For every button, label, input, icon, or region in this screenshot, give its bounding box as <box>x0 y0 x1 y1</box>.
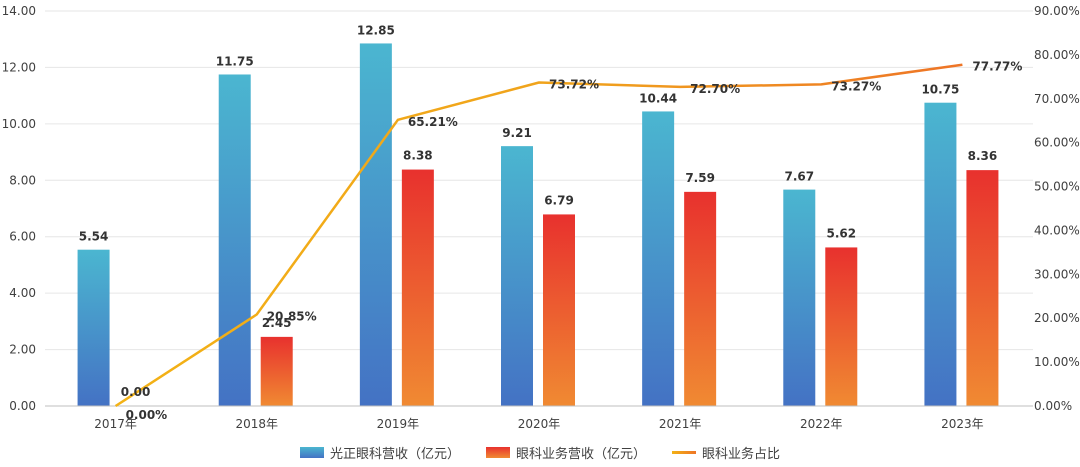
legend-label-total-revenue: 光正眼科营收（亿元） <box>329 447 460 462</box>
y-left-tick-label: 12.00 <box>2 60 36 74</box>
x-axis: 2017年 2018年 2019年 2020年 2021年 2022年 2023年 <box>45 405 1033 431</box>
y-left-tick-label: 4.00 <box>9 286 36 300</box>
x-tick-label: 2023年 <box>941 417 984 431</box>
data-label-total-revenue: 9.21 <box>502 126 532 140</box>
legend-swatch-line <box>672 451 696 454</box>
data-label-ratio: 73.72% <box>549 77 599 91</box>
legend-swatch-red <box>485 447 510 458</box>
y-axis-right: 0.00% 10.00% 20.00% 30.00% 40.00% 50.00% 60.00… <box>1034 4 1080 413</box>
ratio-line <box>114 63 963 408</box>
x-tick-label: 2022年 <box>800 417 843 431</box>
legend-item-eye-revenue: 眼科业务营收（亿元） <box>485 443 646 462</box>
legend-item-eye-ratio: 眼科业务占比 <box>672 443 780 462</box>
x-tick-label: 2017年 <box>94 417 137 431</box>
y-right-tick-label: 70.00% <box>1034 92 1080 106</box>
bar-total-revenue <box>642 111 675 406</box>
y-left-tick-label: 10.00 <box>2 117 36 131</box>
data-label-eye-revenue: 6.79 <box>544 193 574 207</box>
y-axis-left: 0.00 2.00 4.00 6.00 8.00 10.00 12.00 14.00 <box>2 4 36 413</box>
y-right-tick-label: 50.00% <box>1034 180 1080 194</box>
data-label-ratio: 72.70% <box>690 82 740 96</box>
legend-item-total-revenue: 光正眼科营收（亿元） <box>299 443 460 462</box>
legend-swatch-blue <box>299 447 324 458</box>
legend-label-eye-ratio: 眼科业务占比 <box>702 447 781 462</box>
bar-total-revenue <box>501 146 533 406</box>
bar-total-revenue <box>359 43 392 406</box>
bars <box>77 43 999 407</box>
y-right-tick-label: 0.00% <box>1034 399 1072 413</box>
data-labels: 5.54 0.00 11.75 2.45 12.85 8.38 9.21 6.79 10.44 7… <box>79 23 1023 422</box>
y-right-tick-label: 40.00% <box>1034 223 1080 237</box>
y-left-tick-label: 2.00 <box>9 343 36 357</box>
bar-total-revenue <box>218 74 251 406</box>
bar-eye-revenue <box>260 336 293 406</box>
data-label-ratio: 77.77% <box>972 60 1022 74</box>
x-tick-label: 2021年 <box>659 417 702 431</box>
gridlines <box>45 10 1033 351</box>
bar-total-revenue <box>783 189 816 406</box>
bar-total-revenue <box>77 249 110 406</box>
legend: 光正眼科营收（亿元） 眼科业务营收（亿元） 眼科业务占比 <box>0 443 1080 462</box>
bar-eye-revenue <box>401 169 434 406</box>
data-label-eye-revenue: 8.36 <box>968 149 998 163</box>
data-label-total-revenue: 10.44 <box>639 91 677 105</box>
data-label-eye-revenue: 7.59 <box>685 171 715 185</box>
data-label-total-revenue: 12.85 <box>357 23 395 37</box>
data-label-total-revenue: 7.67 <box>784 170 814 184</box>
x-tick-label: 2018年 <box>235 417 278 431</box>
data-label-total-revenue: 5.54 <box>79 230 109 244</box>
data-label-total-revenue: 10.75 <box>921 83 959 97</box>
data-label-eye-revenue: 5.62 <box>826 226 856 240</box>
bar-eye-revenue <box>684 191 717 406</box>
legend-label-eye-revenue: 眼科业务营收（亿元） <box>515 447 646 462</box>
data-label-ratio: 0.00% <box>126 408 168 422</box>
y-right-tick-label: 20.00% <box>1034 311 1080 325</box>
ratio-line-path <box>114 63 963 408</box>
y-right-tick-label: 10.00% <box>1034 355 1080 369</box>
y-left-tick-label: 0.00 <box>9 399 36 413</box>
x-tick-label: 2020年 <box>518 417 561 431</box>
y-right-tick-label: 90.00% <box>1034 4 1080 18</box>
data-label-eye-revenue: 2.45 <box>262 316 292 330</box>
data-label-total-revenue: 11.75 <box>216 54 254 68</box>
combo-chart: 0.00 2.00 4.00 6.00 8.00 10.00 12.00 14.00 0.00… <box>2 4 1080 431</box>
y-left-tick-label: 8.00 <box>9 173 36 187</box>
data-label-ratio: 73.27% <box>831 79 881 93</box>
bar-eye-revenue <box>825 247 858 406</box>
y-right-tick-label: 60.00% <box>1034 136 1080 150</box>
data-label-ratio: 20.85% <box>267 309 317 323</box>
y-left-tick-label: 6.00 <box>9 230 36 244</box>
bar-eye-revenue <box>966 170 999 406</box>
x-tick-label: 2019年 <box>377 417 420 431</box>
y-right-tick-label: 80.00% <box>1034 48 1080 62</box>
y-left-tick-label: 14.00 <box>2 4 36 18</box>
y-right-tick-label: 30.00% <box>1034 267 1080 281</box>
data-label-eye-revenue: 8.38 <box>403 149 433 163</box>
data-label-eye-revenue: 0.00 <box>121 385 151 399</box>
data-label-ratio: 65.21% <box>408 115 458 129</box>
bar-eye-revenue <box>543 214 575 406</box>
bar-total-revenue <box>924 102 957 407</box>
